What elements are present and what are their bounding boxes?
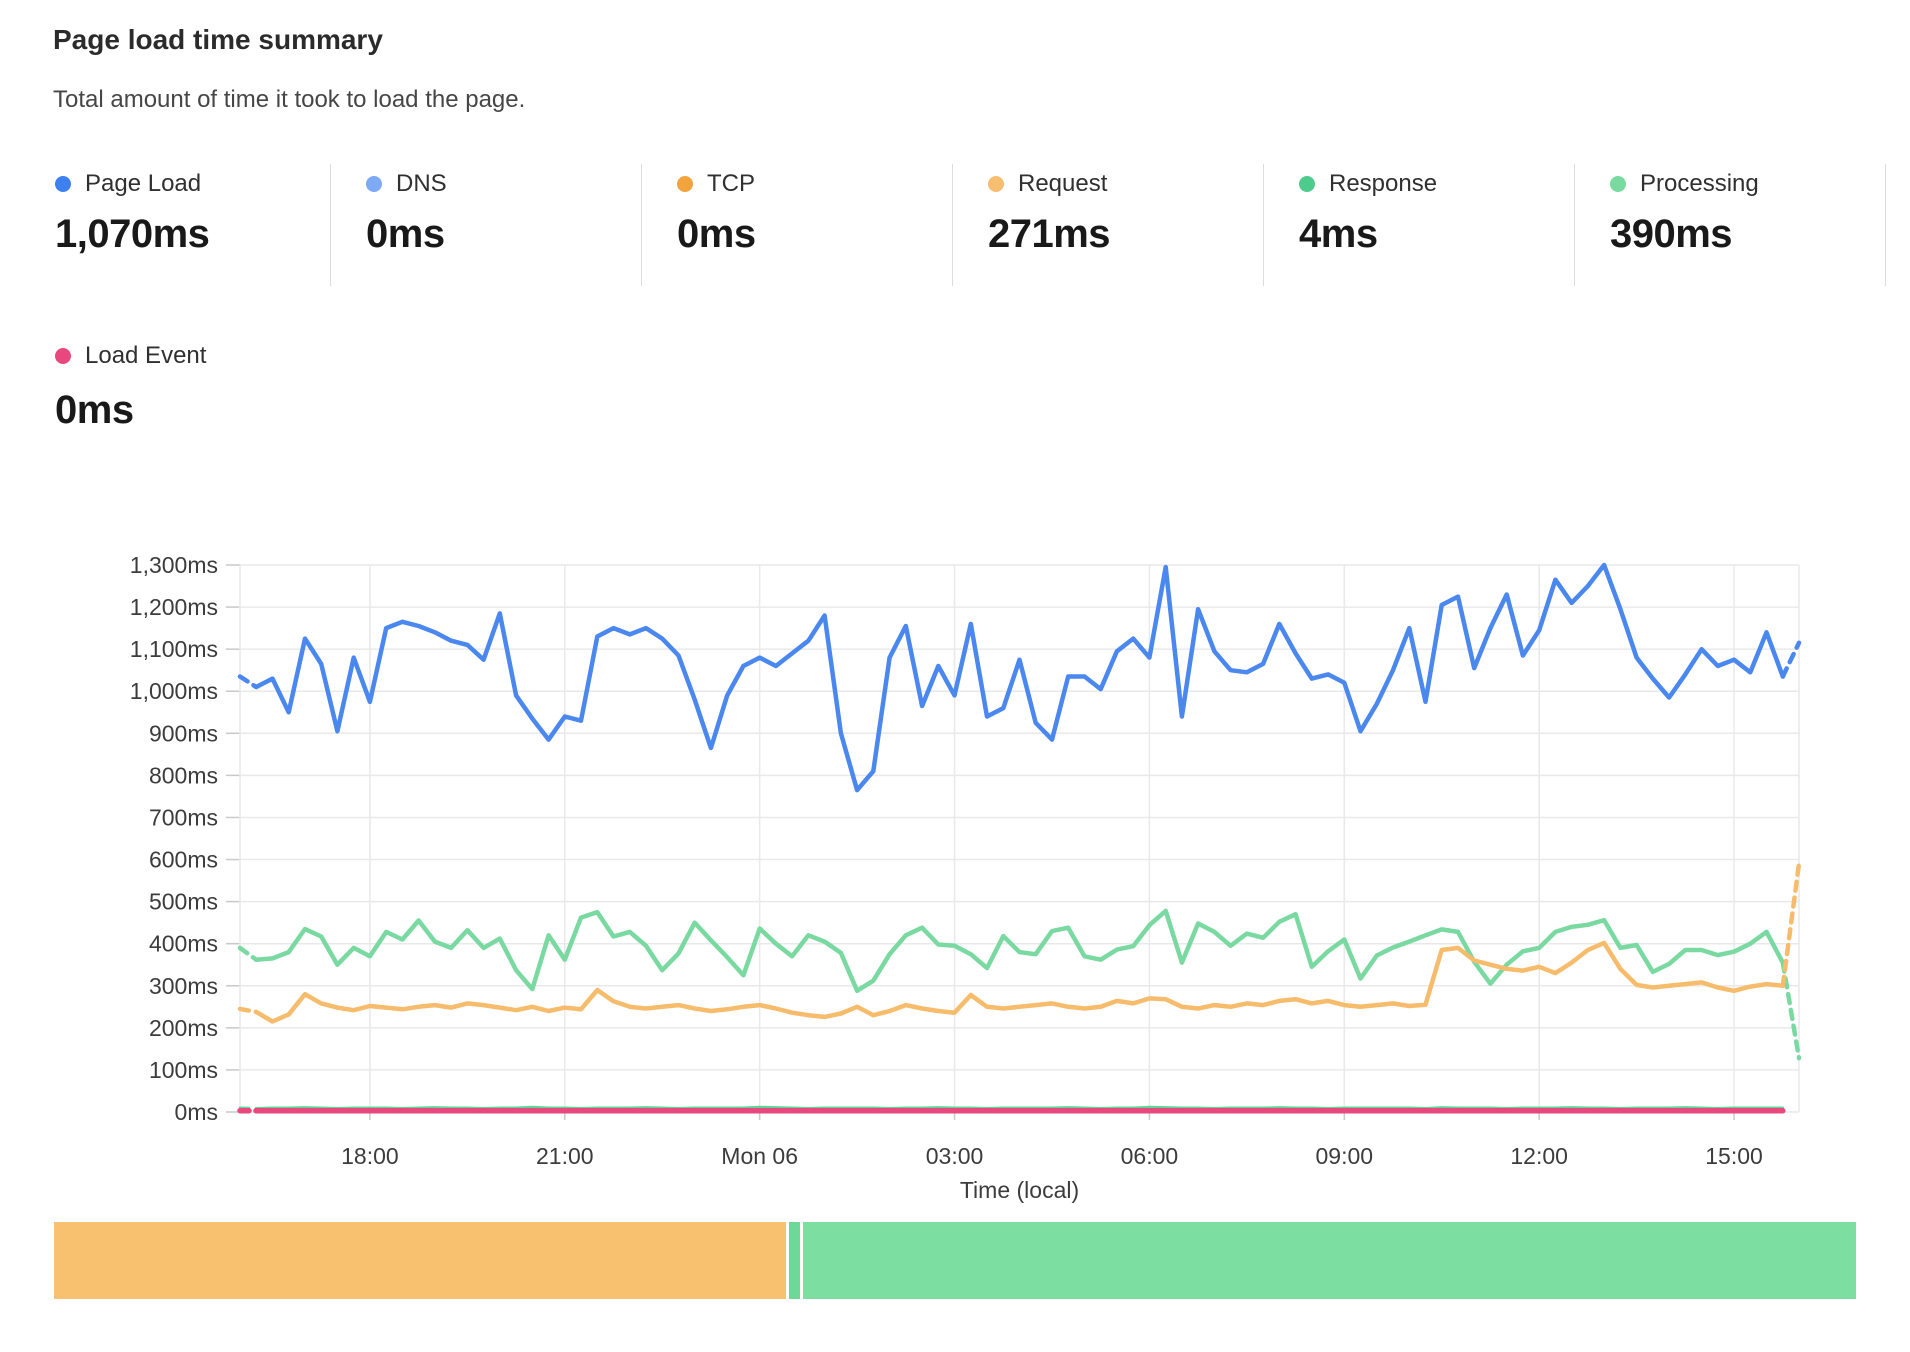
y-tick-label: 200ms <box>149 1015 218 1041</box>
series-processing-dashed <box>237 945 259 962</box>
metric-value: 1,070ms <box>55 212 210 256</box>
metric-legend: Request <box>988 170 1263 198</box>
x-tick-label: 15:00 <box>1705 1143 1763 1169</box>
y-tick-label: 1,100ms <box>130 636 218 662</box>
y-tick-label: 500ms <box>149 889 218 915</box>
metric-label: TCP <box>707 170 755 197</box>
dns-dot-icon <box>366 176 382 192</box>
y-tick-label: 600ms <box>149 847 218 873</box>
metric-label: DNS <box>396 170 447 197</box>
panel-subtitle: Total amount of time it took to load the… <box>53 86 526 113</box>
series-request-dashed <box>1780 861 1802 989</box>
metric-response: Response 4ms <box>1264 164 1575 286</box>
y-tick-label: 900ms <box>149 720 218 746</box>
x-tick-label: 12:00 <box>1510 1143 1568 1169</box>
series-page-load-dashed <box>237 674 259 690</box>
x-axis-title: Time (local) <box>960 1177 1079 1203</box>
metric-legend: Load Event <box>55 342 206 370</box>
series-processing <box>253 908 1786 994</box>
metrics-row: Page Load 1,070ms DNS 0ms TCP 0ms Reques… <box>20 164 1886 286</box>
metric-legend: Page Load <box>55 170 330 198</box>
metric-value: 390ms <box>1610 212 1733 256</box>
x-tick-label: 21:00 <box>536 1143 594 1169</box>
tcp-dot-icon <box>677 176 693 192</box>
metric-legend: Response <box>1299 170 1574 198</box>
x-tick-label: 03:00 <box>926 1143 984 1169</box>
y-tick-label: 0ms <box>175 1099 218 1125</box>
y-tick-label: 800ms <box>149 762 218 788</box>
x-tick-label: Mon 06 <box>721 1143 798 1169</box>
metric-processing: Processing 390ms <box>1575 164 1886 286</box>
metric-dns: DNS 0ms <box>331 164 642 286</box>
metric-value: 4ms <box>1299 212 1378 256</box>
metric-value: 271ms <box>988 212 1111 256</box>
response-dot-icon <box>1299 176 1315 192</box>
metric-request: Request 271ms <box>953 164 1264 286</box>
panel-title: Page load time summary <box>53 24 383 55</box>
metric-value: 0ms <box>55 388 134 432</box>
load-event-dot-icon <box>55 348 71 364</box>
series-request <box>253 940 1786 1024</box>
y-tick-label: 1,300ms <box>130 552 218 578</box>
x-tick-label: 09:00 <box>1316 1143 1374 1169</box>
processing-dot-icon <box>1610 176 1626 192</box>
metric-legend: Processing <box>1610 170 1885 198</box>
request-dot-icon <box>988 176 1004 192</box>
y-tick-label: 1,000ms <box>130 678 218 704</box>
series-page-load-dashed <box>1780 640 1802 679</box>
bar-segment-response <box>788 1222 800 1299</box>
metric-value: 0ms <box>366 212 445 256</box>
y-tick-label: 1,200ms <box>130 594 218 620</box>
bar-segment-processing <box>802 1222 1856 1299</box>
bar-segment-request <box>54 1222 786 1299</box>
y-tick-label: 100ms <box>149 1057 218 1083</box>
metric-load-event: Load Event 0ms <box>55 342 206 433</box>
y-tick-label: 400ms <box>149 931 218 957</box>
timing-breakdown-bar <box>54 1222 1856 1299</box>
series-response <box>254 1105 1785 1110</box>
metric-tcp: TCP 0ms <box>642 164 953 286</box>
metric-label: Processing <box>1640 170 1759 197</box>
series-request-dashed <box>237 1006 259 1015</box>
metric-legend: DNS <box>366 170 641 198</box>
x-tick-label: 06:00 <box>1121 1143 1179 1169</box>
metric-label: Response <box>1329 170 1438 197</box>
metric-value: 0ms <box>677 212 756 256</box>
x-tick-label: 18:00 <box>341 1143 399 1169</box>
metric-page-load: Page Load 1,070ms <box>20 164 331 286</box>
series-page-load <box>253 562 1786 793</box>
metric-label: Request <box>1018 170 1108 197</box>
metric-label: Load Event <box>85 342 207 369</box>
metric-legend: TCP <box>677 170 952 198</box>
metric-label: Page Load <box>85 170 202 197</box>
page-load-dot-icon <box>55 176 71 192</box>
y-tick-label: 300ms <box>149 973 218 999</box>
y-tick-label: 700ms <box>149 804 218 830</box>
